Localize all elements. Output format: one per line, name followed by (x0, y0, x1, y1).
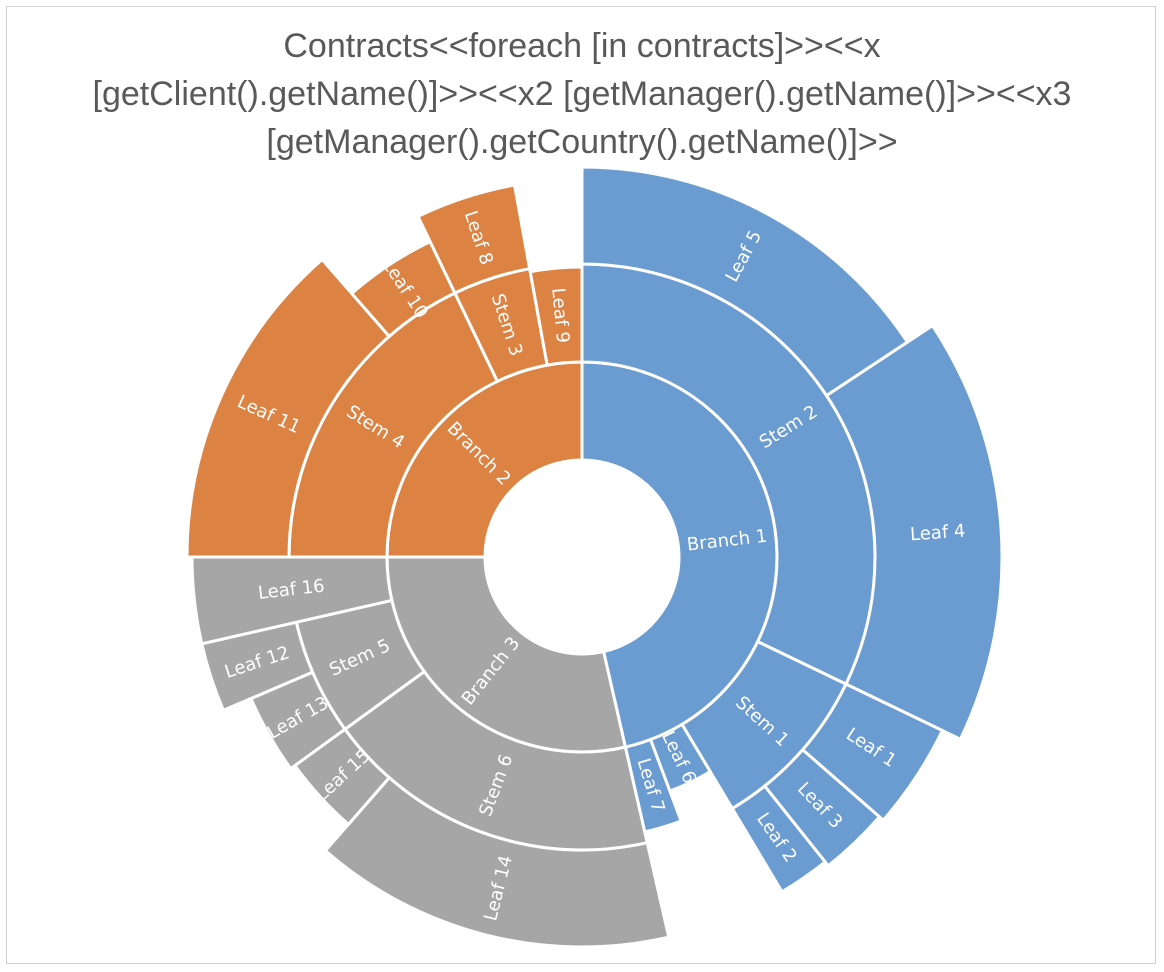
sunburst-leaf-leaf-9 (528, 265, 584, 367)
sunburst-leaf-leaf-8 (415, 183, 532, 296)
sunburst-leaf-leaf-14 (323, 775, 671, 949)
chart-title-line-3: [getManager().getCountry().getName()]>> (266, 123, 898, 161)
sunburst-leaf-leaf-11 (185, 257, 392, 559)
sunburst-leaf-label-leaf-9: Leaf 9 (547, 287, 573, 344)
chart-title: Contracts<<foreach [in contracts]>><<x [… (0, 22, 1164, 166)
chart-title-line-2: [getClient().getName()]>><<x2 [getManage… (92, 75, 1072, 113)
sunburst-leaf-label-leaf-4: Leaf 4 (909, 521, 966, 546)
sunburst-leaf-leaf-2 (730, 783, 828, 894)
chart-title-line-1: Contracts<<foreach [in contracts]>><<x (283, 27, 881, 65)
sunburst-leaf-leaf-4 (824, 323, 1004, 742)
